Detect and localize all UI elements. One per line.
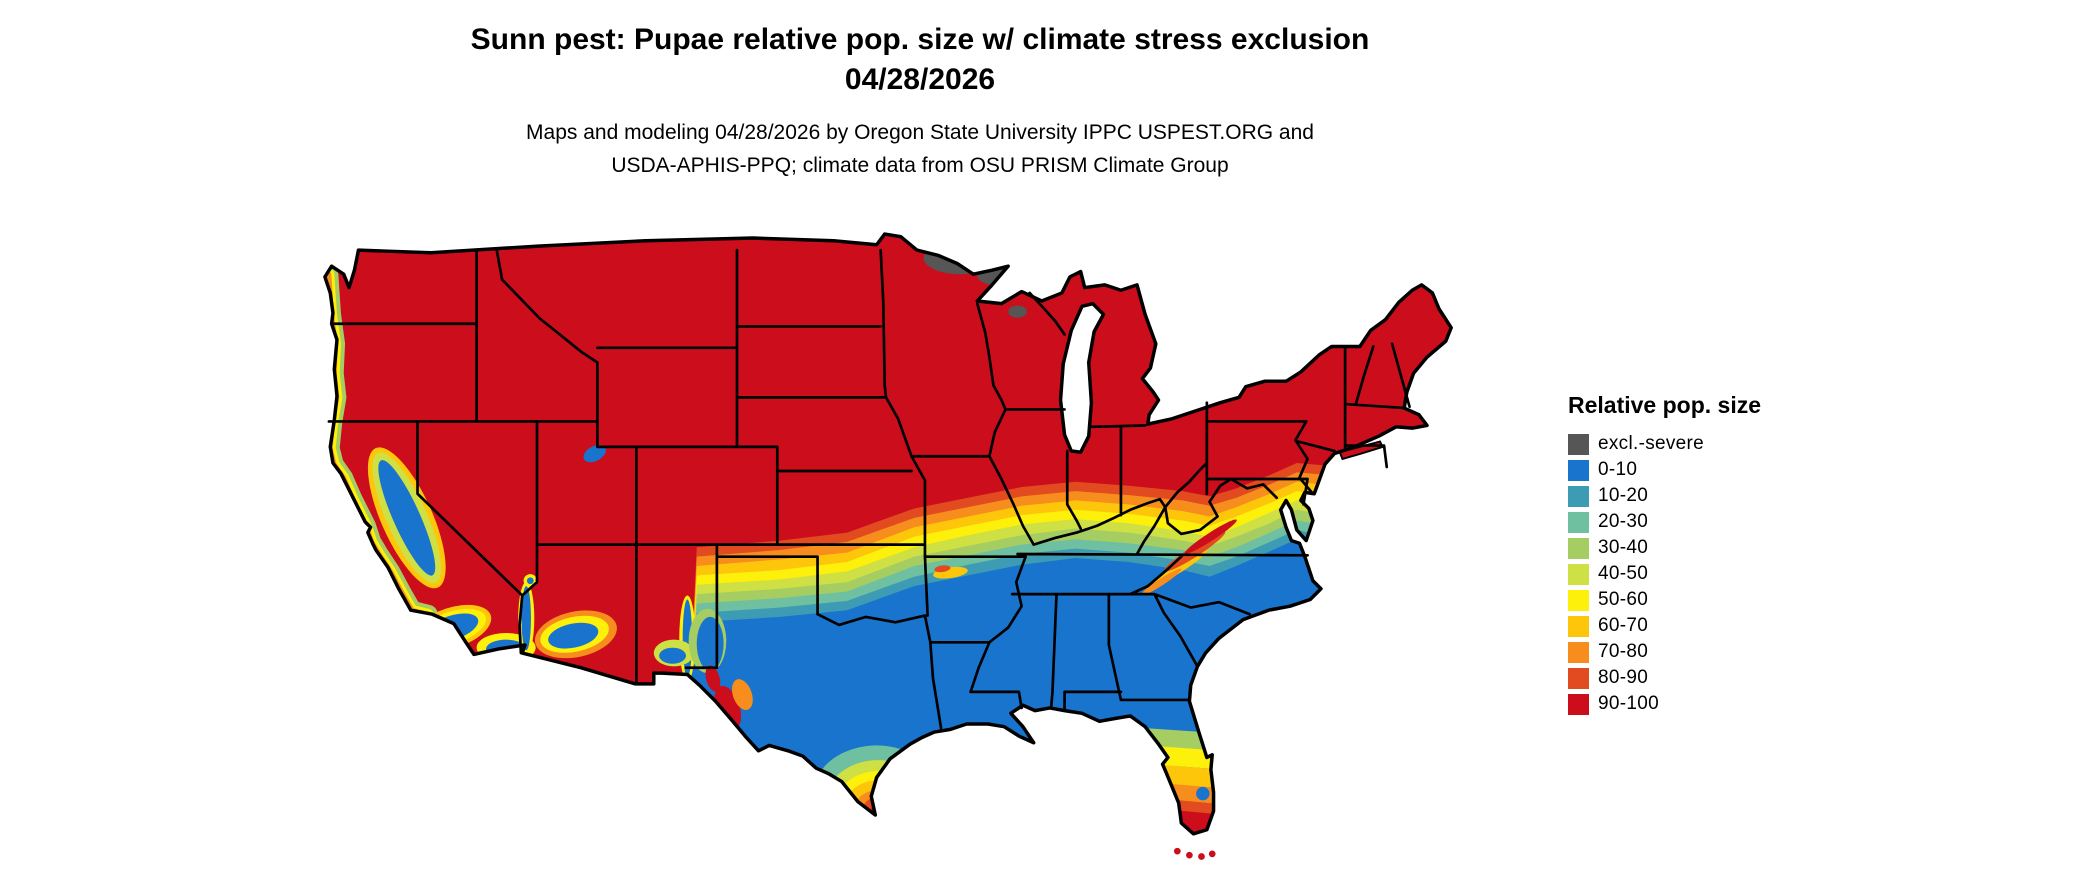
- legend-entry: excl.-severe: [1568, 431, 1761, 457]
- legend-entry-label: 50-60: [1598, 589, 1649, 610]
- region-central-valley: [367, 447, 446, 589]
- legend-entry: 60-70: [1568, 613, 1761, 639]
- legend-entry: 70-80: [1568, 639, 1761, 665]
- region-great-salt-lake: [583, 444, 606, 463]
- figure-header: Sunn pest: Pupae relative pop. size w/ c…: [0, 20, 1840, 182]
- legend-entry: 10-20: [1568, 483, 1761, 509]
- legend-entry-label: 30-40: [1598, 537, 1649, 558]
- legend-entry-label: 0-10: [1598, 459, 1638, 480]
- legend-swatch: [1568, 615, 1589, 637]
- legend-swatch: [1568, 433, 1589, 455]
- legend-entry-label: 20-30: [1598, 511, 1649, 532]
- legend-entry: 40-50: [1568, 561, 1761, 587]
- legend-entry: 30-40: [1568, 535, 1761, 561]
- figure-subtitle: Maps and modeling 04/28/2026 by Oregon S…: [0, 116, 1840, 182]
- legend-swatch: [1568, 641, 1589, 663]
- legend-entry-label: 40-50: [1598, 563, 1649, 584]
- state-borders-lines: [327, 248, 1411, 730]
- legend-entry: 90-100: [1568, 691, 1761, 717]
- legend-swatch: [1568, 693, 1589, 715]
- map-legend: Relative pop. size excl.-severe 0-10 10-20…: [1568, 392, 1761, 717]
- legend-entry-label: 80-90: [1598, 667, 1649, 688]
- figure-title-line2: 04/28/2026: [844, 63, 996, 96]
- legend-swatch: [1568, 667, 1589, 689]
- figure-subtitle-line2: USDA-APHIS-PPQ; climate data from OSU PR…: [611, 154, 1229, 177]
- legend-entry: 80-90: [1568, 665, 1761, 691]
- legend-entry-label: 90-100: [1598, 693, 1659, 714]
- figure-title-line1: Sunn pest: Pupae relative pop. size w/ c…: [470, 23, 1370, 56]
- legend-title: Relative pop. size: [1568, 392, 1762, 418]
- legend-swatch: [1568, 537, 1589, 559]
- region-arizona-desert: [518, 574, 617, 659]
- us-map-svg: [323, 232, 1453, 860]
- legend-entry: 50-60: [1568, 587, 1761, 613]
- lake-okeechobee: [1196, 786, 1210, 801]
- legend-entry: 0-10: [1568, 457, 1761, 483]
- legend-swatch: [1568, 485, 1589, 507]
- region-appalachian-streaks: [933, 519, 1237, 596]
- region-south-texas: [813, 745, 940, 834]
- legend-swatch: [1568, 459, 1589, 481]
- us-map: [290, 226, 1525, 890]
- legend-swatch: [1568, 511, 1589, 533]
- legend-swatch: [1568, 589, 1589, 611]
- legend-entry-label: 70-80: [1598, 641, 1649, 662]
- legend-entry: 20-30: [1568, 509, 1761, 535]
- legend-entry-label: excl.-severe: [1598, 433, 1705, 454]
- figure-subtitle-line1: Maps and modeling 04/28/2026 by Oregon S…: [526, 121, 1314, 144]
- region-florida-keys: [1173, 847, 1216, 860]
- legend-entries: excl.-severe 0-10 10-20 20-30 30-40 40-50 50-6…: [1568, 431, 1761, 717]
- legend-entry-label: 60-70: [1598, 615, 1649, 636]
- legend-entry-label: 10-20: [1598, 485, 1649, 506]
- legend-swatch: [1568, 563, 1589, 585]
